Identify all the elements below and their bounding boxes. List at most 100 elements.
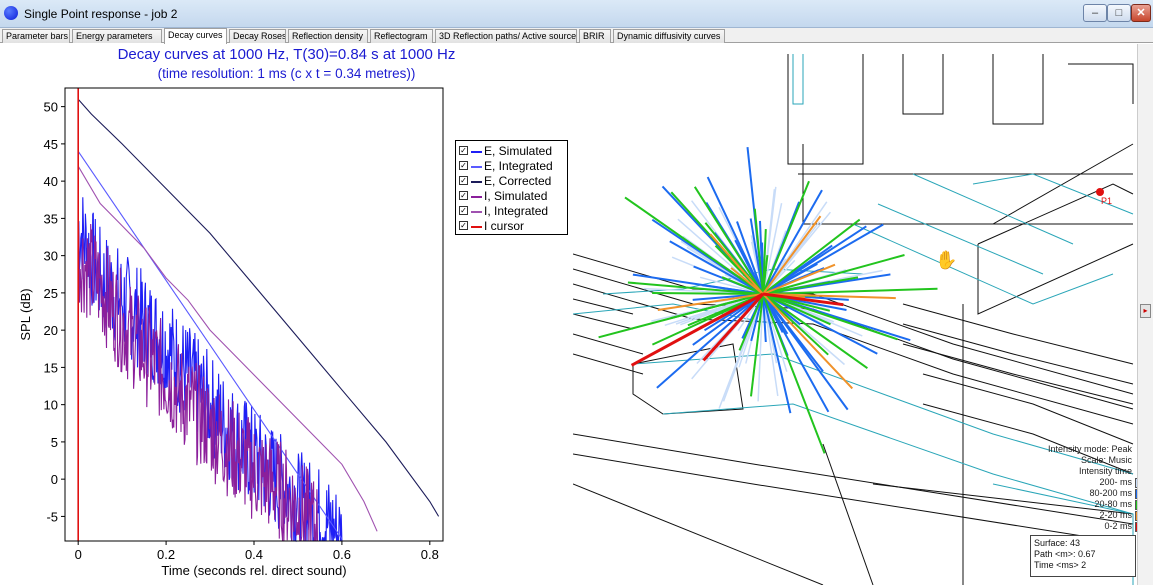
legend-item-i-integrated[interactable]: ✓ I, Integrated [459,204,567,219]
reflection-ray [762,293,868,370]
legend-200-ms: 200- ms [1035,477,1150,488]
legend-checkbox[interactable]: ✓ [459,161,468,170]
legend-checkbox[interactable]: ✓ [459,146,468,155]
reflection-ray [632,273,764,295]
reflection-ray [762,293,826,454]
legend-item-e-corrected[interactable]: ✓ E, Corrected [459,174,567,189]
room-wall-outline [977,243,1134,315]
reflection-ray [753,208,764,295]
y-tick-label: 45 [44,137,58,152]
y-tick-label: 35 [44,211,58,226]
reflection-ray [669,240,764,295]
balcony-outline [877,203,1044,275]
chart-legend: ✓ E, Simulated ✓ E, Integrated ✓ E, Corr… [455,140,568,235]
seat-row [902,343,1134,405]
seat-row [573,483,824,585]
room-wall-outline [902,54,944,115]
x-axis-label: Time (seconds rel. direct sound) [161,563,346,578]
legend-item-e-integrated[interactable]: ✓ E, Integrated [459,159,567,174]
reflection-ray [762,292,844,307]
seat-row [573,283,1134,425]
3d-scene[interactable]: P1 ✋ [573,44,1153,585]
y-tick-label: 5 [51,435,58,450]
reflection-ray [762,223,884,295]
reflection-ray [762,293,854,390]
intensity-legend: Intensity mode: Peak Scale: Music Intens… [1035,444,1150,532]
legend-item-e-simulated[interactable]: ✓ E, Simulated [459,144,567,159]
window-titlebar: Single Point response - job 2 – □ ✕ [0,0,1153,28]
series-line-e-integrated [77,150,343,540]
y-tick-label: 10 [44,398,58,413]
x-tick-label: 0.8 [421,547,439,562]
seat-row [573,433,1134,525]
seat-row [922,373,1134,445]
reflection-ray [630,292,764,367]
legend-text: 80-200 ms [1089,488,1132,498]
reflection-ray [762,225,867,295]
minimize-button[interactable]: – [1083,4,1107,22]
legend-text: Scale: Music [1080,455,1132,465]
tab-dynamic-diffusivity[interactable]: Dynamic diffusivity curves [613,29,725,43]
maximize-button[interactable]: □ [1107,4,1131,22]
tab-brir[interactable]: BRIR [579,29,611,43]
series-line-i-simulated [77,223,320,542]
legend-swatch [471,181,482,183]
reflection-ray [652,292,764,295]
legend-item-i-cursor[interactable]: ✓ I cursor [459,219,567,234]
reflection-ray [721,276,764,295]
tab-reflection-density[interactable]: Reflection density [288,29,368,43]
reflection-ray [750,293,764,342]
reflection-ray [702,292,765,362]
seat-row [872,483,1134,515]
3d-reflection-viewport[interactable]: P1 ✋ Intensity mode: Peak Scale: Music I… [573,44,1153,585]
y-tick-label: 25 [44,286,58,301]
legend-label: I, Integrated [484,204,549,218]
tab-decay-roses[interactable]: Decay Roses [229,29,286,43]
reflection-ray [762,293,878,355]
reflection-ray [709,233,764,295]
chart-title: Decay curves at 1000 Hz, T(30)=0.84 s at… [117,46,456,63]
reflection-ray [736,221,764,295]
reflection-ray [762,203,783,295]
legend-80-200-ms: 80-200 ms [1035,488,1150,499]
close-button[interactable]: ✕ [1131,4,1151,22]
tab-reflectogram[interactable]: Reflectogram [370,29,433,43]
seat-row [573,453,1134,545]
room-wall-outline [787,54,864,165]
app-icon [4,6,18,20]
tab-3d-reflection-paths[interactable]: 3D Reflection paths/ Active sources [435,29,577,43]
side-scrollbar[interactable]: ▸ [1137,44,1153,585]
reflection-ray [762,293,896,300]
legend-intensity-time: Intensity time [1035,466,1150,477]
window-title: Single Point response - job 2 [24,7,178,21]
tab-parameter-bars[interactable]: Parameter bars [2,29,70,43]
balcony-outline [792,54,804,105]
reflection-ray [762,293,792,414]
legend-checkbox[interactable]: ✓ [459,176,468,185]
receiver-marker[interactable] [1096,188,1104,196]
legend-checkbox[interactable]: ✓ [459,191,468,200]
legend-checkbox[interactable]: ✓ [459,221,468,230]
tab-energy-parameters[interactable]: Energy parameters [72,29,162,43]
legend-label: E, Integrated [484,159,553,173]
tab-decay-curves[interactable]: Decay curves [164,28,227,44]
y-axis-label: SPL (dB) [18,288,33,340]
y-tick-label: 20 [44,323,58,338]
reflection-ray [762,293,898,341]
legend-swatch [471,211,482,213]
legend-checkbox[interactable]: ✓ [459,206,468,215]
seat-row [573,298,634,315]
balcony-outline [912,173,1074,245]
legend-0-2-ms: 0-2 ms [1035,521,1150,532]
reflection-ray [762,293,779,397]
seat-row [902,303,1134,365]
legend-text: 2-20 ms [1099,510,1132,520]
y-tick-label: 40 [44,174,58,189]
reflection-ray [750,293,764,397]
decay-chart[interactable]: -5 0 5 10 15 20 25 30 35 40 45 50 0 0.2 0.4 0.6 0.8 Time … [0,44,573,585]
expand-handle-icon[interactable]: ▸ [1140,304,1151,318]
legend-label: I, Simulated [484,189,548,203]
reflection-ray [657,293,764,311]
legend-item-i-simulated[interactable]: ✓ I, Simulated [459,189,567,204]
legend-swatch [471,226,482,228]
